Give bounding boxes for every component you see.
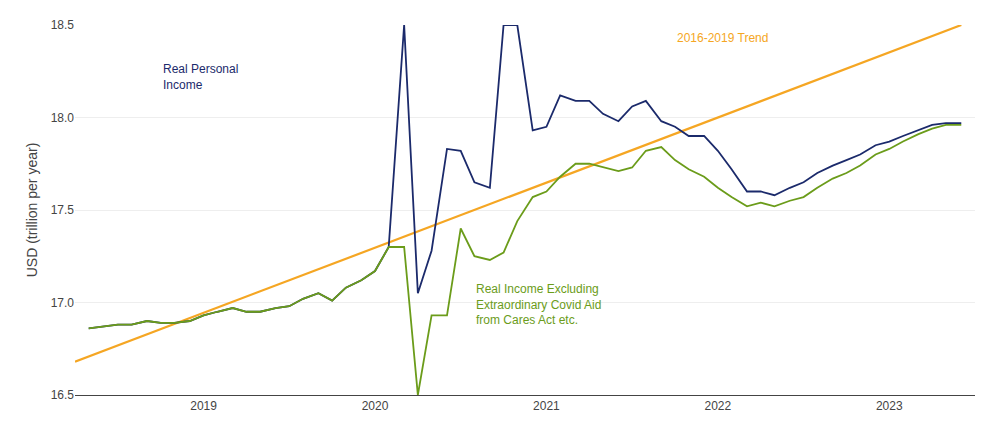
svg-text:2021: 2021	[533, 399, 560, 413]
svg-text:USD (trillion per year): USD (trillion per year)	[24, 143, 40, 278]
svg-text:18.0: 18.0	[51, 111, 75, 125]
svg-text:2016-2019 Trend: 2016-2019 Trend	[677, 31, 768, 45]
svg-text:2022: 2022	[705, 399, 732, 413]
svg-text:17.0: 17.0	[51, 296, 75, 310]
svg-text:2020: 2020	[362, 399, 389, 413]
svg-text:16.5: 16.5	[51, 388, 75, 402]
svg-text:2023: 2023	[876, 399, 903, 413]
svg-text:Real PersonalIncome: Real PersonalIncome	[163, 62, 238, 92]
svg-text:Real Income ExcludingExtraordi: Real Income ExcludingExtraordinary Covid…	[476, 282, 601, 327]
svg-text:17.5: 17.5	[51, 203, 75, 217]
svg-text:2019: 2019	[190, 399, 217, 413]
svg-text:18.5: 18.5	[51, 18, 75, 32]
